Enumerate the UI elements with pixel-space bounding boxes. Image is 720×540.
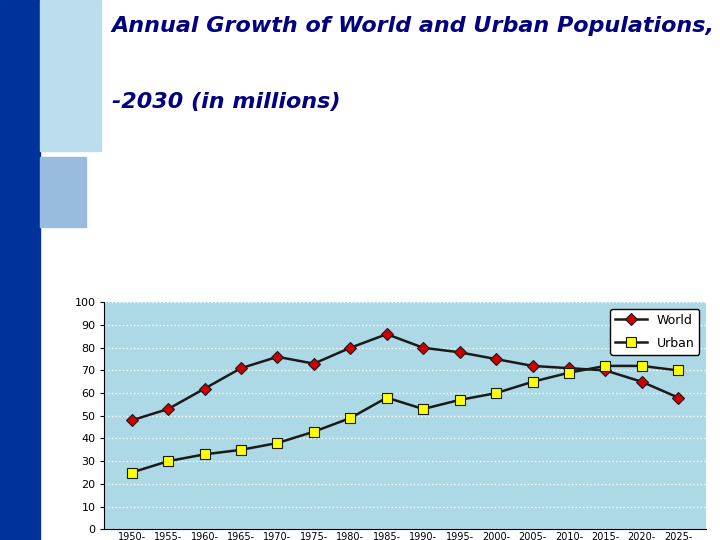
Urban (564, 369, 573, 376)
Text: -2030 (in millions): -2030 (in millions) (112, 92, 340, 112)
Urban (637, 363, 646, 369)
World (237, 365, 246, 372)
Urban (674, 367, 683, 374)
World (164, 406, 173, 412)
World (273, 354, 282, 360)
Urban (419, 406, 428, 412)
World (528, 363, 537, 369)
Urban (127, 469, 136, 476)
World (455, 349, 464, 355)
Urban (200, 451, 209, 457)
Urban (310, 428, 318, 435)
World (419, 345, 428, 351)
World (564, 365, 573, 372)
Urban (492, 390, 500, 396)
Urban (528, 379, 537, 385)
Text: Annual Growth of World and Urban Populations, 1950: Annual Growth of World and Urban Populat… (112, 16, 720, 36)
Urban (237, 447, 246, 453)
Legend: World, Urban: World, Urban (611, 309, 699, 355)
World (492, 356, 500, 362)
Urban (601, 363, 610, 369)
World (127, 417, 136, 423)
World (637, 379, 646, 385)
World (310, 360, 318, 367)
Urban (273, 440, 282, 446)
World (200, 386, 209, 392)
Urban (164, 458, 173, 464)
Line: Urban: Urban (127, 361, 683, 477)
Urban (382, 394, 391, 401)
World (382, 331, 391, 338)
World (346, 345, 355, 351)
Line: World: World (127, 330, 683, 424)
Urban (346, 415, 355, 421)
World (674, 394, 683, 401)
Urban (455, 397, 464, 403)
World (601, 367, 610, 374)
